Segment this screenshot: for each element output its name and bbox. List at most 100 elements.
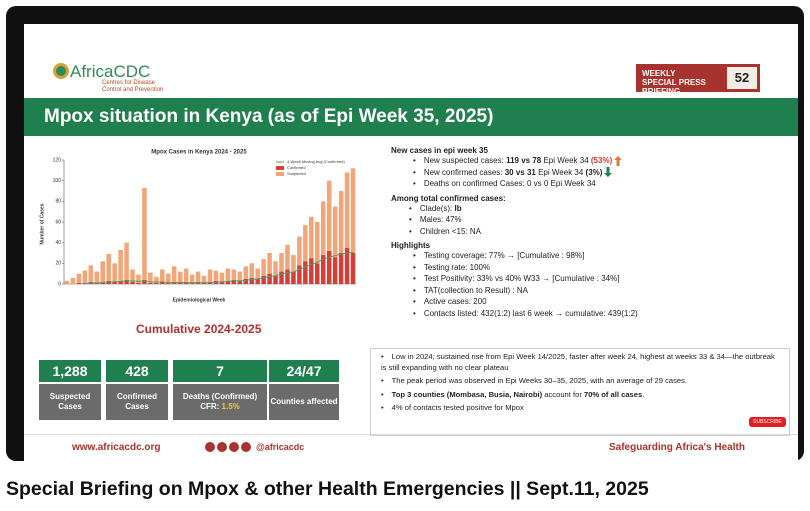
text-run: Deaths on confirmed Cases: 0 vs 0 Epi We… [423, 179, 596, 188]
bar [201, 282, 207, 284]
bar [261, 275, 266, 284]
section-items: Clade(s): IbMales: 47% Children <15: NA [391, 203, 791, 238]
bar [195, 271, 201, 282]
stat-label-box: Suspected Cases [39, 384, 101, 420]
notes-box: Low in 2024; sustained rise from Epi Wee… [370, 348, 790, 436]
slide: AfricaCDC Centres for Disease Control an… [24, 24, 798, 462]
subscribe-button[interactable]: SUBSCRIBE [749, 417, 786, 427]
bar [82, 282, 88, 284]
legend-swatch [276, 166, 284, 170]
text-run: Active cases: 200 [423, 297, 487, 306]
legend-swatch [276, 172, 284, 176]
bar [273, 275, 278, 284]
bar [332, 257, 338, 284]
bar [142, 187, 147, 280]
text-run: Clade(s): [419, 203, 455, 213]
bar [267, 273, 272, 284]
bar [177, 271, 183, 283]
chart-bg [34, 144, 364, 319]
text-run: New suspected cases: [423, 156, 507, 165]
stat-note-value: 1.5% [221, 402, 240, 411]
stat-value: 7 [173, 360, 267, 382]
bar [338, 191, 344, 253]
bar [225, 268, 231, 281]
bar [118, 280, 123, 284]
bar [189, 282, 195, 284]
stat-value: 24/47 [269, 360, 339, 382]
stat-card: 24/47 Counties affected [269, 360, 339, 420]
bar [231, 279, 237, 284]
bar [279, 253, 284, 272]
video-frame: AfricaCDC Centres for Disease Control an… [6, 6, 804, 462]
bar [136, 282, 141, 284]
y-tick-label: 20 [55, 261, 61, 267]
bar [297, 236, 302, 266]
bar [219, 281, 225, 284]
text-run: account for [542, 389, 584, 399]
bar [303, 225, 308, 262]
text-run: 4% of contacts tested positive for Mpox [391, 403, 524, 412]
section-items: New suspected cases: 119 vs 78 Epi Week … [391, 155, 791, 190]
bar [267, 253, 272, 274]
bar [237, 271, 243, 281]
bar [100, 281, 105, 284]
bar [225, 280, 231, 284]
bar [94, 271, 100, 283]
bold-run: Top 3 counties (Mombasa, Busia, Nairobi) [391, 389, 543, 399]
bar [213, 270, 219, 281]
bullet-item: Active cases: 200 [413, 296, 791, 308]
bar [249, 277, 254, 284]
bar [344, 247, 350, 284]
bar [315, 222, 320, 264]
trend-arrow [604, 167, 613, 178]
bar [207, 269, 213, 282]
bullet-item: Children <15: NA [409, 226, 791, 238]
trend-arrow [614, 155, 623, 166]
text-run: Males: 47% [419, 215, 462, 224]
title-band [24, 98, 798, 136]
briefing-badge: WEEKLY SPECIAL PRESS BRIEFING 52 [636, 64, 760, 96]
bar [76, 273, 82, 283]
legend-label: Confirmed [287, 165, 305, 170]
bar [195, 281, 201, 284]
bar [326, 250, 332, 284]
bar [76, 282, 82, 284]
bar [249, 263, 254, 278]
bar [112, 263, 117, 282]
bar [112, 281, 117, 284]
footer-handle: @africacdc [256, 442, 305, 452]
note-item: 4% of contacts tested positive for Mpox [381, 403, 781, 414]
bar [291, 255, 296, 272]
summary: New cases in epi week 35New suspected ca… [391, 142, 791, 319]
cumulative-title: Cumulative 2024-2025 [136, 322, 262, 336]
footer-url: www.africacdc.org [72, 442, 161, 453]
bar [219, 272, 225, 282]
note-item: Low in 2024; sustained rise from Epi Wee… [381, 352, 781, 373]
bar [320, 201, 326, 256]
bar [309, 216, 314, 259]
bar [338, 253, 344, 284]
text-run: Children <15: NA [419, 226, 481, 236]
bar [261, 259, 266, 276]
stat-label-box: Counties affected [269, 384, 339, 420]
bullet-item: Clade(s): Ib [409, 203, 791, 215]
x-axis-label: Epidemiological Week [173, 297, 226, 303]
bar [136, 274, 141, 283]
section-items: Testing coverage: 77% → [Cumulative : 98… [391, 250, 791, 319]
bar [297, 265, 302, 284]
bar [166, 282, 171, 284]
stat-label-box: Deaths (Confirmed) CFR: 1.5% [173, 384, 267, 420]
bar [207, 281, 213, 284]
text-run: The peak period was observed in Epi Week… [391, 376, 688, 385]
bar [70, 277, 76, 284]
bar [273, 261, 278, 276]
footer-divider [24, 434, 798, 435]
text-run: Testing rate: 100% [423, 262, 491, 272]
bold-run: 70% of all cases [583, 389, 643, 399]
stat-label: Deaths (Confirmed) [182, 392, 258, 401]
stat-label: Suspected Cases [49, 392, 91, 411]
bar [183, 281, 189, 284]
bar [94, 282, 100, 284]
arrow-shape [604, 167, 613, 178]
bar [350, 253, 356, 284]
